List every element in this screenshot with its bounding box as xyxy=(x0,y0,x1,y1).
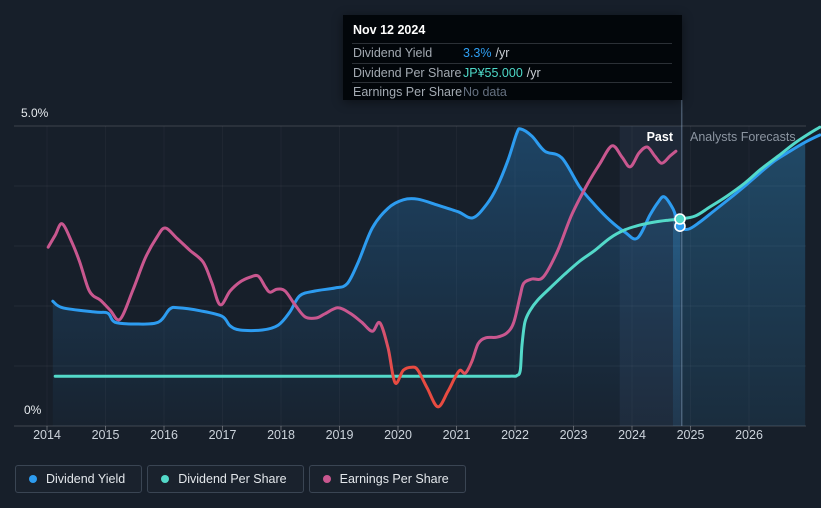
series-lines[interactable] xyxy=(46,125,821,409)
x-tick-label: 2015 xyxy=(91,428,120,442)
earnings-per-share-line[interactable] xyxy=(46,144,678,409)
x-tick-label: 2022 xyxy=(501,428,529,442)
y-axis-label-top: 5.0% xyxy=(21,106,49,120)
x-tick-label: 2021 xyxy=(442,428,471,442)
x-tick-label: 2023 xyxy=(559,428,588,442)
x-tick-label: 2016 xyxy=(150,428,178,442)
x-tick-label: 2019 xyxy=(325,428,354,442)
dividend-yield-dot-icon xyxy=(29,475,37,483)
tooltip-unit: /yr xyxy=(495,46,510,61)
legend-item-label: Dividend Per Share xyxy=(178,472,287,486)
dividend-per-share-marker[interactable] xyxy=(674,213,686,225)
legend-item-label: Earnings Per Share xyxy=(339,472,449,486)
dividend-yield-area-forecast xyxy=(672,142,806,426)
dividend-per-share-dot-icon xyxy=(161,475,170,483)
tooltip-label: Dividend Yield xyxy=(353,46,433,61)
dividend-yield-area-past xyxy=(52,128,681,426)
earnings-per-share-dot-icon xyxy=(322,475,331,483)
legend: Dividend Yield Dividend Per Share Earnin… xyxy=(15,465,466,493)
series-markers[interactable] xyxy=(674,213,686,232)
x-tick-label: 2026 xyxy=(735,428,763,442)
tooltip-unit: /yr xyxy=(526,65,541,80)
tooltip-value: 3.3% xyxy=(463,46,492,61)
dividend-yield-line[interactable] xyxy=(51,127,821,333)
dividend-per-share-line[interactable] xyxy=(53,125,821,378)
y-axis-label-bottom: 0% xyxy=(24,403,42,417)
tooltip-date: Nov 12 2024 xyxy=(353,23,426,37)
chart-tooltip: Nov 12 2024 Dividend Yield 3.3% /yr Divi… xyxy=(343,15,682,100)
tooltip-value: No data xyxy=(463,85,507,100)
x-tick-label: 2024 xyxy=(618,428,646,442)
legend-item-earnings-per-share[interactable]: Earnings Per Share xyxy=(308,465,466,493)
chart-plot-area[interactable] xyxy=(0,0,821,445)
x-tick-label: 2017 xyxy=(208,428,237,442)
x-tick-label: 2014 xyxy=(33,428,61,442)
tooltip-row-earnings-per-share: Earnings Per Share No data xyxy=(352,82,672,102)
x-tick-label: 2020 xyxy=(384,428,412,442)
tooltip-label: Earnings Per Share xyxy=(353,85,463,100)
x-tick-label: 2025 xyxy=(676,428,705,442)
tooltip-label: Dividend Per Share xyxy=(353,65,462,80)
analysts-forecasts-label: Analysts Forecasts xyxy=(690,130,796,144)
legend-item-label: Dividend Yield xyxy=(46,472,126,486)
past-label: Past xyxy=(646,130,673,144)
x-axis xyxy=(14,425,806,431)
tooltip-row-dividend-yield: Dividend Yield 3.3% /yr xyxy=(352,43,672,63)
legend-item-dividend-yield[interactable]: Dividend Yield xyxy=(15,465,143,493)
tooltip-row-dividend-per-share: Dividend Per Share JP¥55.000 /yr xyxy=(352,62,672,83)
x-tick-label: 2018 xyxy=(267,428,295,442)
legend-item-dividend-per-share[interactable]: Dividend Per Share xyxy=(147,465,304,493)
area-fills xyxy=(52,128,806,426)
tooltip-value: JP¥55.000 xyxy=(463,65,523,80)
